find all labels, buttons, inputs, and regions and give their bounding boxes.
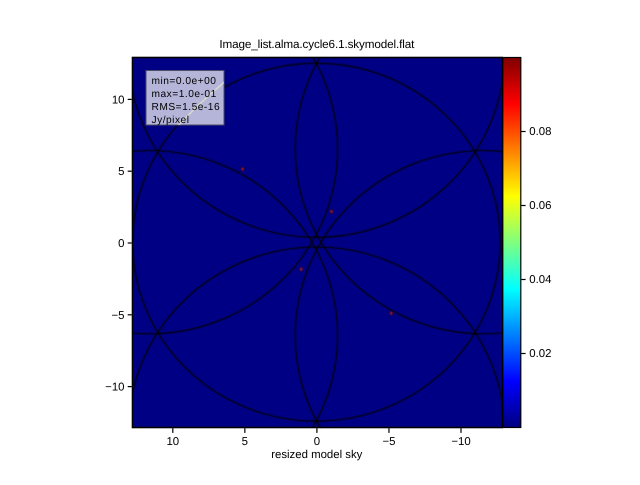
svg-text:resized model sky: resized model sky <box>271 449 362 461</box>
svg-text:0.02: 0.02 <box>529 348 551 360</box>
svg-text:Jy/pixel: Jy/pixel <box>152 115 190 126</box>
svg-text:−10: −10 <box>451 436 470 448</box>
svg-text:max=1.0e-01: max=1.0e-01 <box>152 89 217 100</box>
svg-text:0.06: 0.06 <box>529 200 551 212</box>
svg-text:0: 0 <box>118 238 124 250</box>
svg-text:0: 0 <box>314 436 320 448</box>
svg-text:−5: −5 <box>112 310 125 322</box>
svg-text:0.04: 0.04 <box>529 274 551 286</box>
svg-text:−10: −10 <box>105 382 124 394</box>
svg-text:min=0.0e+00: min=0.0e+00 <box>152 76 217 87</box>
svg-text:Image_list.alma.cycle6.1.skymo: Image_list.alma.cycle6.1.skymodel.flat <box>219 38 415 51</box>
svg-text:RMS=1.5e-16: RMS=1.5e-16 <box>152 102 221 113</box>
svg-text:−5: −5 <box>382 436 395 448</box>
svg-text:5: 5 <box>242 436 248 448</box>
svg-text:0.08: 0.08 <box>529 126 551 138</box>
svg-text:10: 10 <box>166 436 179 448</box>
svg-text:5: 5 <box>118 166 124 178</box>
svg-text:10: 10 <box>112 94 125 106</box>
